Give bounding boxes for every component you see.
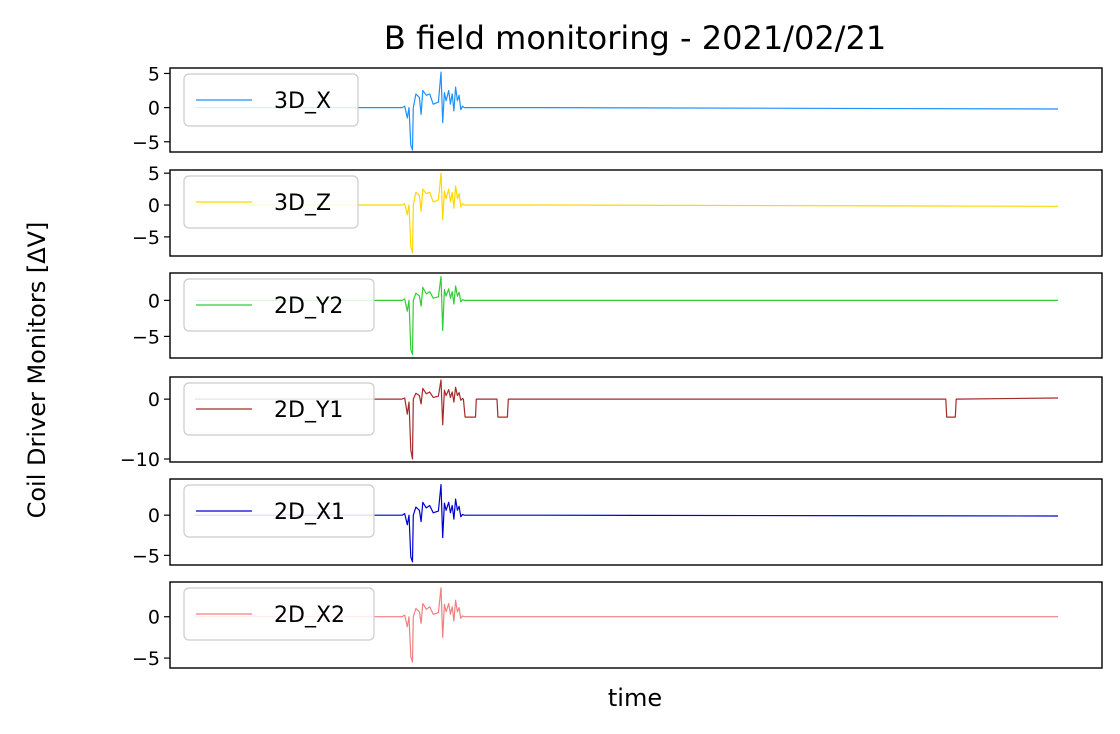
legend-2D_Y2: 2D_Y2 <box>183 278 375 332</box>
y-tick-label: 5 <box>148 63 160 85</box>
y-tick-label: −5 <box>132 326 160 348</box>
axes-frame <box>169 67 1103 153</box>
legend-label: 2D_X2 <box>274 603 345 628</box>
legend-label: 3D_Z <box>274 191 331 216</box>
legend-box <box>183 484 375 538</box>
legend-2D_X2: 2D_X2 <box>183 587 375 641</box>
legend-box <box>183 73 359 127</box>
chart-title: B field monitoring - 2021/02/21 <box>384 19 886 57</box>
y-tick-label: −10 <box>120 449 160 471</box>
y-tick-label: −5 <box>132 132 160 154</box>
subplot-grid: 5 0 −5 3D_X 5 0 −5 3D_Z 0 −5 2D_Y2 0 −10 2D_Y1 0 −5 2D_X… <box>120 63 1103 670</box>
subplot-3D_Z: 5 0 −5 3D_Z <box>132 163 1103 257</box>
axes-frame <box>169 376 1103 463</box>
y-axis-label: Coil Driver Monitors [ΔV] <box>23 222 51 519</box>
legend-label: 2D_Y2 <box>274 294 343 319</box>
y-tick-label: −5 <box>132 227 160 249</box>
series-line-2D_X2 <box>195 587 1058 663</box>
series-line-3D_Z <box>195 172 1059 254</box>
y-tick-label: 0 <box>148 98 160 120</box>
y-tick-label: 0 <box>148 389 160 411</box>
series-line-2D_X1 <box>195 484 1059 563</box>
y-tick-label: 0 <box>148 607 160 629</box>
legend-box <box>183 175 359 229</box>
series-line-2D_Y1 <box>195 379 1059 460</box>
y-tick-label: 0 <box>148 290 160 312</box>
legend-2D_Y1: 2D_Y1 <box>183 382 375 436</box>
subplot-2D_Y2: 0 −5 2D_Y2 <box>132 272 1103 359</box>
y-tick-label: −5 <box>132 648 160 670</box>
legend-label: 2D_X1 <box>274 500 345 525</box>
legend-2D_X1: 2D_X1 <box>183 484 375 538</box>
y-tick-label: −5 <box>132 545 160 567</box>
legend-label: 3D_X <box>274 89 331 114</box>
y-tick-label: 5 <box>148 163 160 185</box>
legend-3D_Z: 3D_Z <box>183 175 359 229</box>
subplot-2D_X1: 0 −5 2D_X1 <box>132 478 1103 567</box>
axes-frame <box>169 478 1103 566</box>
legend-box <box>183 382 375 436</box>
axes-frame <box>169 581 1103 669</box>
axes-frame <box>169 272 1103 359</box>
series-line-2D_Y2 <box>195 276 1058 355</box>
legend-box <box>183 278 375 332</box>
legend-label: 2D_Y1 <box>274 398 343 423</box>
x-axis-label: time <box>608 684 662 712</box>
legend-box <box>183 587 375 641</box>
subplot-2D_Y1: 0 −10 2D_Y1 <box>120 376 1103 471</box>
y-tick-label: 0 <box>148 195 160 217</box>
subplot-3D_X: 5 0 −5 3D_X <box>132 63 1103 154</box>
axes-frame <box>169 169 1103 257</box>
series-line-3D_X <box>195 71 1059 151</box>
legend-3D_X: 3D_X <box>183 73 359 127</box>
y-tick-label: 0 <box>148 505 160 527</box>
subplot-2D_X2: 0 −5 2D_X2 <box>132 581 1103 670</box>
